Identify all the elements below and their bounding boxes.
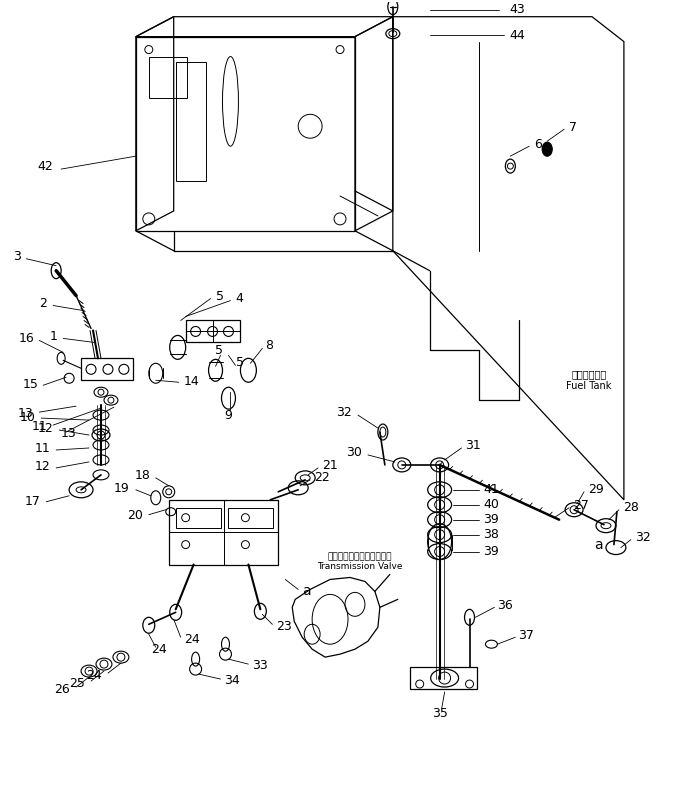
Text: 19: 19 (114, 483, 130, 495)
Text: 21: 21 (322, 459, 338, 472)
Text: 36: 36 (498, 598, 513, 612)
Text: 12: 12 (34, 460, 50, 473)
Text: 12: 12 (38, 422, 53, 435)
Text: 15: 15 (22, 378, 38, 391)
Text: 32: 32 (336, 406, 352, 419)
Text: 4: 4 (236, 292, 243, 305)
Bar (176, 62, 206, 181)
Text: トランスミッションバルブ
Transmission Valve: トランスミッションバルブ Transmission Valve (317, 552, 403, 571)
Text: a: a (594, 538, 603, 551)
Text: 5: 5 (215, 344, 222, 357)
Text: 23: 23 (276, 620, 292, 633)
Bar (229, 507, 273, 527)
Text: 44: 44 (510, 29, 525, 42)
Text: 32: 32 (635, 531, 650, 544)
Bar (176, 507, 220, 527)
Text: 35: 35 (431, 707, 447, 721)
Text: 34: 34 (224, 674, 240, 686)
Text: 9: 9 (224, 408, 232, 422)
Text: 37: 37 (519, 629, 534, 642)
Text: 42: 42 (38, 160, 53, 173)
Bar (185, 320, 240, 343)
Text: 6: 6 (535, 137, 542, 151)
Text: 7: 7 (569, 121, 577, 133)
Text: 24: 24 (151, 642, 167, 656)
Text: 26: 26 (54, 682, 70, 695)
Bar (81, 358, 133, 380)
Text: 25: 25 (69, 677, 85, 690)
Text: 11: 11 (34, 443, 50, 455)
Text: 18: 18 (135, 469, 151, 483)
Text: 40: 40 (484, 499, 499, 511)
Text: 16: 16 (19, 332, 34, 345)
Text: 24: 24 (86, 669, 102, 682)
Text: 39: 39 (484, 545, 499, 558)
Text: 5: 5 (215, 290, 224, 303)
Text: a: a (302, 584, 311, 598)
Bar (148, 57, 187, 98)
Text: 22: 22 (314, 471, 330, 484)
Text: 17: 17 (24, 495, 40, 508)
Text: 2: 2 (39, 297, 47, 310)
Text: 31: 31 (466, 439, 482, 452)
Text: 3: 3 (13, 250, 22, 263)
Text: 11: 11 (31, 419, 47, 432)
Text: 28: 28 (623, 501, 638, 515)
Text: 33: 33 (252, 658, 268, 672)
Text: 43: 43 (510, 3, 525, 16)
Text: 1: 1 (49, 330, 57, 343)
Text: 5: 5 (236, 356, 245, 369)
Text: 13: 13 (61, 427, 77, 439)
Ellipse shape (542, 142, 552, 156)
Text: 10: 10 (20, 411, 36, 423)
Text: 30: 30 (346, 447, 362, 459)
Text: 20: 20 (127, 509, 143, 523)
Text: 24: 24 (184, 633, 199, 646)
Text: 14: 14 (184, 375, 199, 388)
Bar (169, 499, 278, 565)
Text: 27: 27 (573, 499, 589, 512)
Text: 39: 39 (484, 513, 499, 527)
Text: 13: 13 (17, 407, 33, 419)
Text: 29: 29 (588, 483, 604, 496)
Text: 8: 8 (266, 339, 273, 352)
Text: 41: 41 (484, 483, 499, 496)
Text: 38: 38 (484, 528, 499, 541)
Text: フェルタンク
Fuel Tank: フェルタンク Fuel Tank (567, 369, 612, 391)
